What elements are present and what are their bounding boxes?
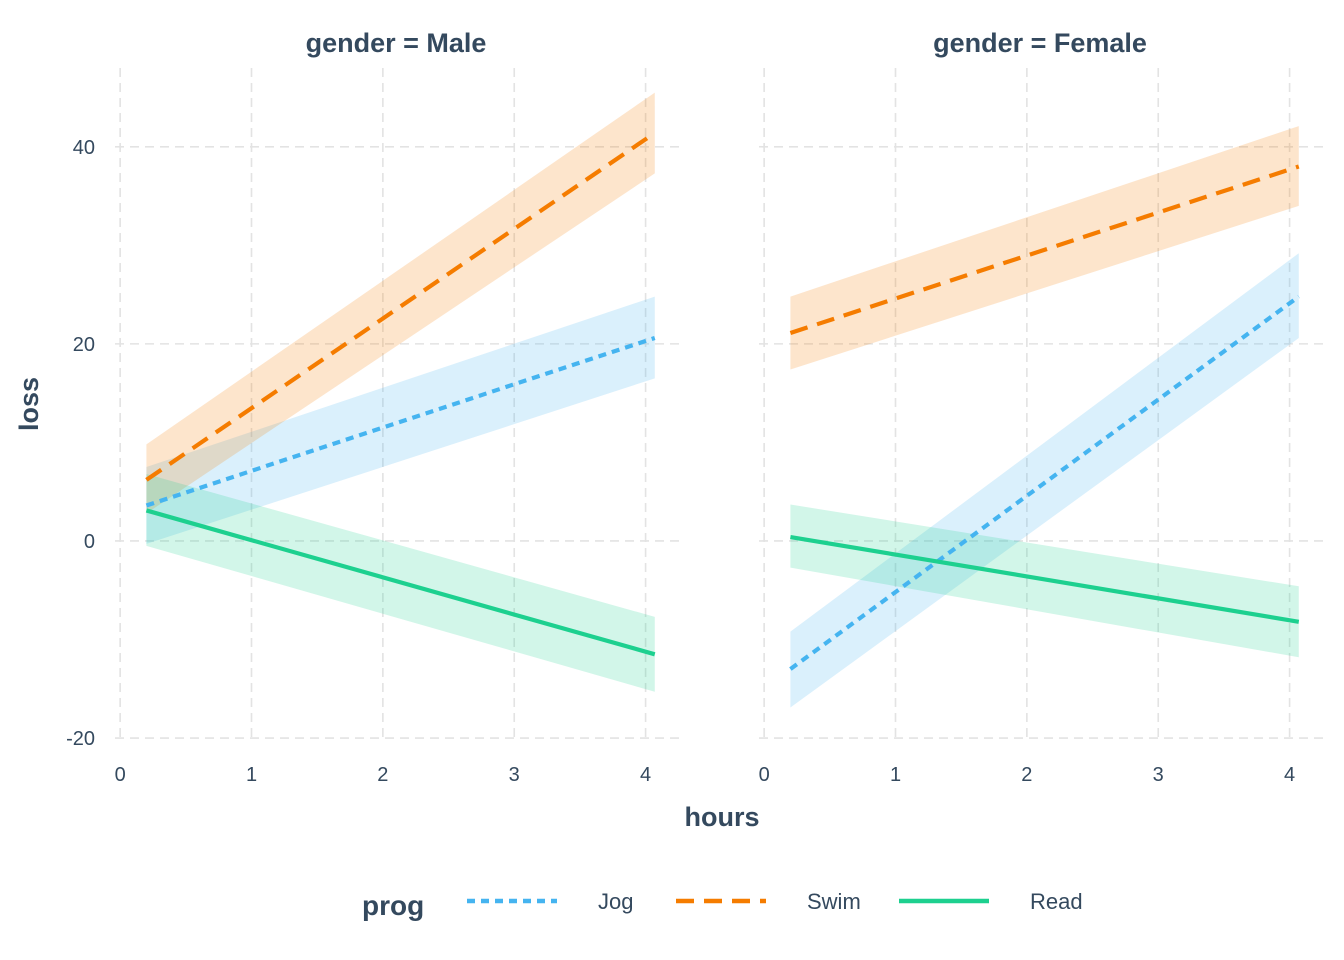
legend-label-read: Read xyxy=(1030,889,1083,914)
x-tick-label: 2 xyxy=(377,764,388,786)
x-tick-label: 4 xyxy=(1284,764,1295,786)
facet-panel-female: gender = Female 0 1 2 3 4 xyxy=(759,28,1329,786)
series-line-read xyxy=(790,534,1300,624)
x-tick-label: 3 xyxy=(1153,764,1164,786)
series-line-read xyxy=(145,508,656,657)
series-line-swim xyxy=(789,164,1300,336)
x-axis-title: hours xyxy=(684,802,759,832)
x-tick-label: 0 xyxy=(759,764,770,786)
confidence-band-swim xyxy=(146,92,655,514)
x-tick-label: 4 xyxy=(640,764,651,786)
facet-strip-label: gender = Male xyxy=(306,28,487,58)
series-line-jog xyxy=(789,294,1301,671)
y-tick-label: 40 xyxy=(73,137,95,159)
confidence-band-jog xyxy=(790,253,1299,708)
legend: prog Jog Swim Read xyxy=(362,889,1083,921)
series-line-jog xyxy=(145,335,656,508)
legend-label-jog: Jog xyxy=(598,889,633,914)
y-axis-title: loss xyxy=(14,377,44,431)
legend-label-swim: Swim xyxy=(807,889,861,914)
y-tick-label: 0 xyxy=(84,531,95,553)
facet-panel-male: gender = Male 0 1 2 3 4 -20 0 20 40 xyxy=(66,28,685,786)
y-tick-label: -20 xyxy=(66,728,95,750)
x-tick-label: 3 xyxy=(509,764,520,786)
series-line-swim xyxy=(145,131,656,482)
y-tick-label: 20 xyxy=(73,334,95,356)
x-tick-label: 1 xyxy=(890,764,901,786)
x-tick-label: 1 xyxy=(246,764,257,786)
facet-strip-label: gender = Female xyxy=(933,28,1147,58)
x-tick-label: 2 xyxy=(1021,764,1032,786)
legend-title: prog xyxy=(362,890,424,921)
x-tick-label: 0 xyxy=(115,764,126,786)
